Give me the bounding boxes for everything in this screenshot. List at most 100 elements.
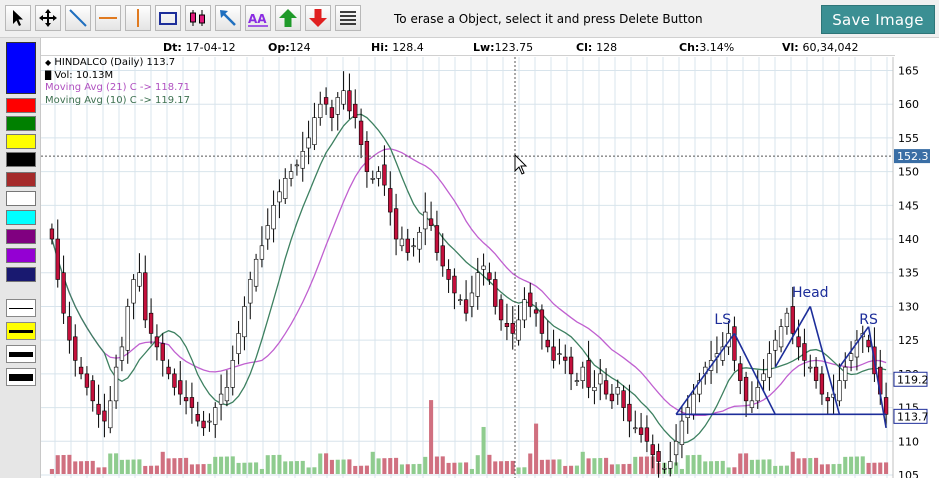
candle bbox=[615, 379, 620, 405]
save-image-button[interactable]: Save Image bbox=[821, 5, 935, 34]
candle bbox=[201, 410, 206, 436]
change-field: Ch:3.14% bbox=[679, 41, 735, 54]
candle bbox=[218, 374, 224, 421]
volume-bar bbox=[749, 459, 754, 474]
volume-bar bbox=[709, 461, 714, 474]
volume-bar bbox=[621, 464, 626, 474]
volume-bar bbox=[464, 462, 469, 474]
color-swatch[interactable] bbox=[6, 210, 36, 225]
color-swatch[interactable] bbox=[6, 172, 36, 187]
color-swatch[interactable] bbox=[6, 229, 36, 244]
volume-bar bbox=[248, 462, 253, 474]
volume-bar bbox=[790, 451, 795, 474]
vertical-line-tool-button[interactable] bbox=[125, 5, 151, 31]
candle bbox=[388, 171, 393, 226]
rectangle-tool-button[interactable] bbox=[155, 5, 181, 31]
chart-canvas[interactable]: 1051101151201251301351401451501551601650… bbox=[41, 57, 939, 478]
volume-bar bbox=[545, 459, 550, 474]
candle bbox=[848, 341, 854, 372]
close-field: Cl: 128 bbox=[576, 41, 618, 54]
candle bbox=[236, 320, 241, 365]
move-tool-button[interactable] bbox=[35, 5, 61, 31]
volume-bar bbox=[854, 456, 859, 474]
candle bbox=[749, 381, 755, 413]
volume-bar bbox=[779, 465, 784, 474]
candle bbox=[428, 201, 434, 231]
candles bbox=[49, 71, 889, 478]
arrow-tool-button[interactable] bbox=[215, 5, 241, 31]
volume-bar bbox=[633, 456, 638, 474]
color-swatch[interactable] bbox=[6, 248, 36, 263]
volume-bar bbox=[732, 467, 737, 474]
volume-bar bbox=[324, 453, 329, 474]
volume-bar bbox=[230, 456, 235, 474]
volume-bar bbox=[487, 454, 492, 474]
candle bbox=[487, 262, 492, 285]
candle bbox=[633, 410, 638, 434]
volume-bar bbox=[131, 459, 136, 474]
line-width-option[interactable] bbox=[6, 299, 36, 317]
change-value: 3.14% bbox=[699, 41, 735, 54]
candle bbox=[825, 392, 830, 415]
legend-ma21: Moving Avg (21) C -> 118.71 bbox=[45, 82, 191, 93]
candle bbox=[609, 383, 615, 409]
candle bbox=[55, 219, 60, 288]
volume-bar bbox=[639, 456, 644, 474]
volume-bar bbox=[580, 451, 585, 474]
candle bbox=[288, 163, 294, 187]
volume-bar bbox=[399, 464, 404, 474]
volume-bar bbox=[137, 459, 142, 474]
volume-bar bbox=[843, 456, 848, 474]
volume-bar bbox=[738, 453, 743, 474]
volume-bar bbox=[61, 455, 66, 474]
candle bbox=[773, 330, 778, 367]
candle bbox=[67, 301, 72, 354]
color-swatch[interactable] bbox=[6, 267, 36, 282]
candle bbox=[405, 228, 410, 261]
volume-bar bbox=[417, 463, 422, 474]
volume-bar bbox=[125, 459, 130, 474]
volume-bar bbox=[207, 463, 212, 474]
trendline-tool-button[interactable] bbox=[65, 5, 91, 31]
volume-bar bbox=[504, 461, 509, 474]
horizontal-line-tool-button[interactable] bbox=[95, 5, 121, 31]
price-tick-label: 145 bbox=[898, 199, 919, 212]
candle bbox=[78, 357, 84, 380]
pointer-tool-button[interactable] bbox=[5, 5, 31, 31]
open-value: 124 bbox=[289, 41, 311, 54]
volume-bar bbox=[49, 468, 54, 474]
lines-tool-button[interactable] bbox=[335, 5, 361, 31]
volume-bar bbox=[213, 456, 218, 474]
low-field: Lw:123.75 bbox=[473, 41, 534, 54]
pointer-icon bbox=[13, 10, 23, 26]
head-and-shoulders-drawing[interactable]: LS Head RS bbox=[675, 285, 887, 428]
price-chart[interactable]: 1051101151201251301351401451501551601650… bbox=[41, 57, 939, 478]
candle bbox=[294, 159, 300, 176]
candle bbox=[131, 274, 136, 320]
candle bbox=[598, 359, 603, 401]
color-swatch[interactable] bbox=[6, 191, 36, 206]
line-width-option[interactable] bbox=[6, 322, 36, 340]
line-width-option[interactable] bbox=[6, 368, 36, 386]
volume-bar bbox=[306, 467, 311, 474]
candle-tool-button[interactable] bbox=[185, 5, 211, 31]
text-tool-button[interactable]: AA bbox=[245, 5, 271, 31]
candle bbox=[475, 257, 480, 310]
buy-arrow-tool-button[interactable] bbox=[275, 5, 301, 31]
volume-bar bbox=[884, 462, 889, 474]
sell-arrow-tool-button[interactable] bbox=[305, 5, 331, 31]
color-swatch[interactable] bbox=[6, 134, 36, 149]
candle bbox=[778, 318, 784, 353]
candle bbox=[399, 226, 405, 252]
volume-bar bbox=[761, 459, 766, 474]
color-swatch[interactable] bbox=[6, 152, 36, 167]
color-swatch[interactable] bbox=[6, 98, 36, 113]
volume-bar bbox=[446, 462, 451, 474]
volume-bar bbox=[259, 468, 264, 474]
price-tick-label: 140 bbox=[898, 233, 919, 246]
up-arrow-icon bbox=[279, 9, 297, 27]
candle bbox=[172, 368, 177, 396]
line-width-option[interactable] bbox=[6, 345, 36, 363]
color-swatch[interactable] bbox=[6, 42, 36, 94]
color-swatch[interactable] bbox=[6, 116, 36, 131]
